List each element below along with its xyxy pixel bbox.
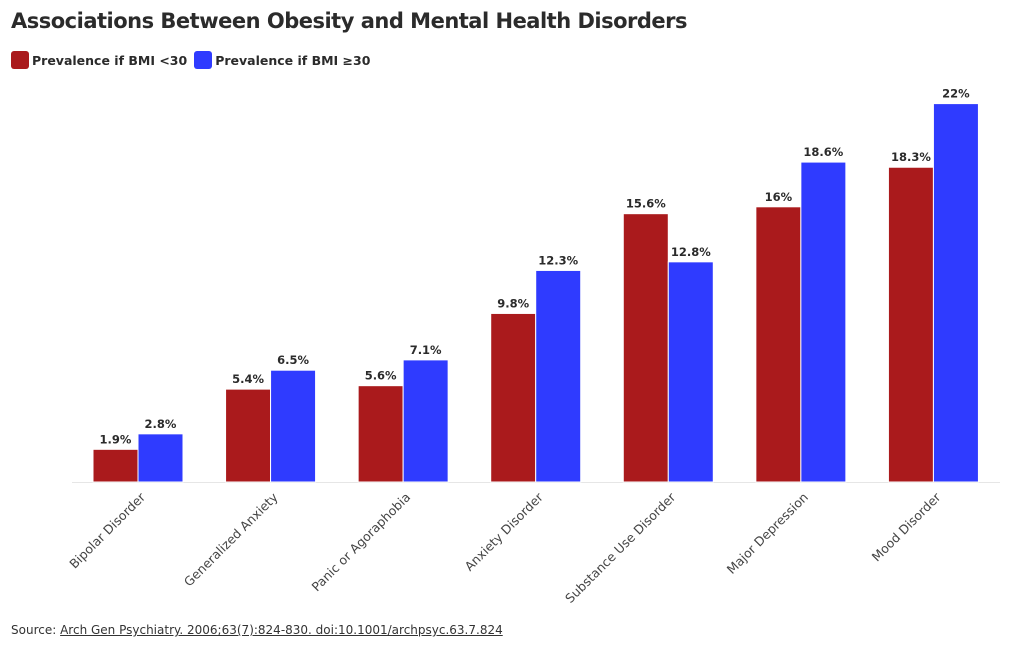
legend-item-bmi-30-plus[interactable]: Prevalence if BMI ≥30 — [194, 51, 370, 69]
x-tick-label: Panic or Agoraphobia — [309, 490, 414, 595]
legend: Prevalence if BMI <30 Prevalence if BMI … — [11, 51, 377, 69]
bar-chart: 1.9% 2.8% Bipolar Disorder 5.4% 6.5% Generali… — [66, 87, 1000, 606]
legend-swatch-bmi-under-30 — [11, 51, 29, 69]
bar-bmi-30-plus — [270, 369, 317, 483]
data-label: 1.9% — [100, 432, 132, 446]
bar-bmi-30-plus — [535, 269, 582, 483]
legend-label-bmi-under-30: Prevalence if BMI <30 — [32, 52, 188, 68]
data-label: 12.8% — [671, 245, 711, 259]
x-tick-label: Mood Disorder — [869, 489, 945, 565]
source-prefix: Source: — [11, 623, 57, 637]
data-label: 18.6% — [803, 145, 843, 159]
data-label: 2.8% — [145, 417, 177, 431]
legend-swatch-bmi-30-plus — [194, 51, 213, 69]
bar-bmi-under-30 — [622, 213, 669, 483]
x-tick-label: Anxiety Disorder — [462, 489, 547, 574]
bar-bmi-30-plus — [800, 161, 847, 483]
data-label: 22% — [942, 87, 970, 101]
data-label: 16% — [765, 190, 793, 204]
data-label: 9.8% — [497, 296, 529, 310]
x-tick-label: Substance Use Disorder — [562, 489, 679, 606]
bar-bmi-30-plus — [932, 103, 979, 483]
bar-bmi-30-plus — [402, 359, 449, 483]
source-note: Source: Arch Gen Psychiatry. 2006;63(7):… — [11, 623, 503, 637]
data-label: 12.3% — [538, 253, 578, 267]
legend-label-bmi-30-plus: Prevalence if BMI ≥30 — [215, 52, 371, 68]
data-label: 5.4% — [232, 372, 264, 386]
data-label: 18.3% — [891, 150, 931, 164]
data-label: 6.5% — [277, 353, 309, 367]
data-label: 7.1% — [410, 343, 442, 357]
bar-bmi-under-30 — [357, 385, 404, 483]
bar-bmi-30-plus — [667, 261, 714, 483]
x-tick-label: Bipolar Disorder — [66, 489, 149, 572]
bar-bmi-under-30 — [887, 166, 934, 483]
chart-title: Associations Between Obesity and Mental … — [11, 9, 688, 33]
bar-bmi-under-30 — [755, 206, 802, 483]
bar-bmi-under-30 — [490, 312, 537, 483]
source-link[interactable]: Arch Gen Psychiatry. 2006;63(7):824-830.… — [60, 623, 503, 637]
x-tick-label: Generalized Anxiety — [181, 489, 281, 589]
data-label: 5.6% — [365, 369, 397, 383]
bar-bmi-under-30 — [92, 448, 139, 483]
x-tick-label: Major Depression — [724, 490, 811, 577]
legend-item-bmi-under-30[interactable]: Prevalence if BMI <30 — [11, 51, 187, 69]
data-label: 15.6% — [626, 197, 666, 211]
bar-bmi-under-30 — [225, 388, 272, 483]
bar-bmi-30-plus — [137, 433, 184, 483]
